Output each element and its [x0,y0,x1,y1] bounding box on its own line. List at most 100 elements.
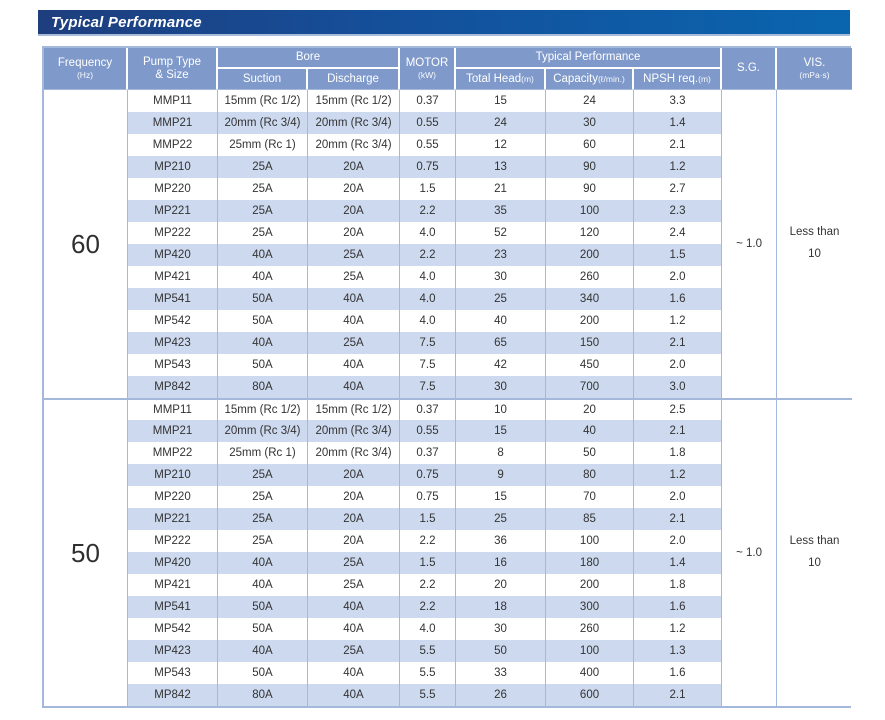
motor-cell: 5.5 [400,640,457,662]
npsh-cell: 1.6 [634,596,723,618]
npsh-cell: 1.4 [634,552,723,574]
capacity-cell: 100 [546,640,635,662]
discharge-cell: 20A [308,486,401,508]
npsh-cell: 1.5 [634,244,723,266]
capacity-cell: 60 [546,134,635,156]
vis-value-line2: 10 [808,557,821,569]
motor-cell: 1.5 [400,508,457,530]
pump-type-cell: MP543 [128,354,218,376]
col-header-frequency: Frequency (Hz) [44,48,128,90]
table-row: MP421 40A 25A 2.2 20 200 1.8 [44,574,852,596]
npsh-cell: 1.2 [634,464,723,486]
pump-type-cell: MP541 [128,596,218,618]
table-header: Frequency (Hz) Pump Type & Size Bore MOT… [44,48,853,90]
total-head-cell: 25 [456,508,547,530]
discharge-cell: 25A [308,574,401,596]
vis-value: Less than 10 [777,398,853,706]
suction-cell: 15mm (Rc 1/2) [218,90,308,112]
capacity-cell: 200 [546,574,635,596]
total-head-cell: 33 [456,662,547,684]
frequency-value: 50 [44,398,128,706]
discharge-cell: 20A [308,464,401,486]
pump-type-cell: MP541 [128,288,218,310]
motor-cell: 7.5 [400,354,457,376]
discharge-cell: 20mm (Rc 3/4) [308,134,401,156]
pump-type-cell: MP221 [128,200,218,222]
total-head-cell: 12 [456,134,547,156]
suction-cell: 25A [218,222,308,244]
table-row: MP543 50A 40A 7.5 42 450 2.0 [44,354,852,376]
capacity-cell: 20 [546,398,635,420]
capacity-cell: 200 [546,310,635,332]
motor-cell: 5.5 [400,684,457,706]
motor-cell: 0.37 [400,442,457,464]
table-row: MP220 25A 20A 1.5 21 90 2.7 [44,178,852,200]
frequency-header-label: Frequency [57,57,113,69]
capacity-cell: 200 [546,244,635,266]
suction-cell: 25A [218,200,308,222]
npsh-cell: 1.2 [634,618,723,640]
capacity-header-unit: (ℓ/min.) [597,73,625,84]
table-row: MP420 40A 25A 2.2 23 200 1.5 [44,244,852,266]
pump-type-cell: MMP22 [128,442,218,464]
capacity-cell: 50 [546,442,635,464]
npsh-cell: 2.5 [634,398,723,420]
pump-type-cell: MP423 [128,640,218,662]
motor-cell: 2.2 [400,244,457,266]
suction-cell: 25mm (Rc 1) [218,442,308,464]
discharge-cell: 20A [308,178,401,200]
total-head-cell: 24 [456,112,547,134]
capacity-cell: 90 [546,156,635,178]
total-head-cell: 26 [456,684,547,706]
col-header-suction: Suction [218,69,308,90]
total-head-cell: 15 [456,90,547,112]
col-header-total-head: Total Head(m) [456,69,547,90]
pump-type-cell: MP542 [128,618,218,640]
pump-type-cell: MMP21 [128,420,218,442]
discharge-cell: 20A [308,222,401,244]
capacity-cell: 180 [546,552,635,574]
pump-type-cell: MP220 [128,486,218,508]
motor-cell: 7.5 [400,332,457,354]
npsh-cell: 1.8 [634,574,723,596]
performance-table: Frequency (Hz) Pump Type & Size Bore MOT… [44,48,853,706]
col-header-sg: S.G. [722,48,778,90]
table-row: MP541 50A 40A 2.2 18 300 1.6 [44,596,852,618]
capacity-header-label: Capacity [553,72,598,85]
col-header-npsh: NPSH req.(m) [634,69,723,90]
motor-cell: 5.5 [400,662,457,684]
motor-cell: 0.55 [400,112,457,134]
suction-cell: 50A [218,310,308,332]
npsh-cell: 1.2 [634,156,723,178]
pump-type-cell: MP420 [128,244,218,266]
capacity-cell: 300 [546,596,635,618]
total-head-cell: 30 [456,266,547,288]
npsh-cell: 2.1 [634,332,723,354]
npsh-cell: 2.3 [634,200,723,222]
capacity-cell: 70 [546,486,635,508]
npsh-cell: 2.0 [634,266,723,288]
pump-type-cell: MMP11 [128,398,218,420]
motor-cell: 4.0 [400,222,457,244]
motor-cell: 1.5 [400,552,457,574]
discharge-cell: 15mm (Rc 1/2) [308,398,401,420]
capacity-cell: 90 [546,178,635,200]
motor-cell: 0.55 [400,134,457,156]
suction-cell: 50A [218,288,308,310]
suction-cell: 40A [218,266,308,288]
discharge-cell: 20mm (Rc 3/4) [308,442,401,464]
section-60hz: 60 MMP11 15mm (Rc 1/2) 15mm (Rc 1/2) 0.37 15 2… [44,90,853,398]
suction-cell: 40A [218,640,308,662]
vis-value: Less than 10 [777,90,853,398]
total-head-cell: 35 [456,200,547,222]
table-row: MMP21 20mm (Rc 3/4) 20mm (Rc 3/4) 0.55 15 40 2… [44,420,852,442]
col-header-vis: VIS. (mPa·s) [777,48,853,90]
discharge-cell: 25A [308,266,401,288]
col-header-discharge: Discharge [308,69,401,90]
table-row: MMP22 25mm (Rc 1) 20mm (Rc 3/4) 0.55 12 60 2.1 [44,134,852,156]
total-head-cell: 36 [456,530,547,552]
pump-type-cell: MMP11 [128,90,218,112]
suction-cell: 40A [218,552,308,574]
discharge-cell: 15mm (Rc 1/2) [308,90,401,112]
capacity-cell: 30 [546,112,635,134]
